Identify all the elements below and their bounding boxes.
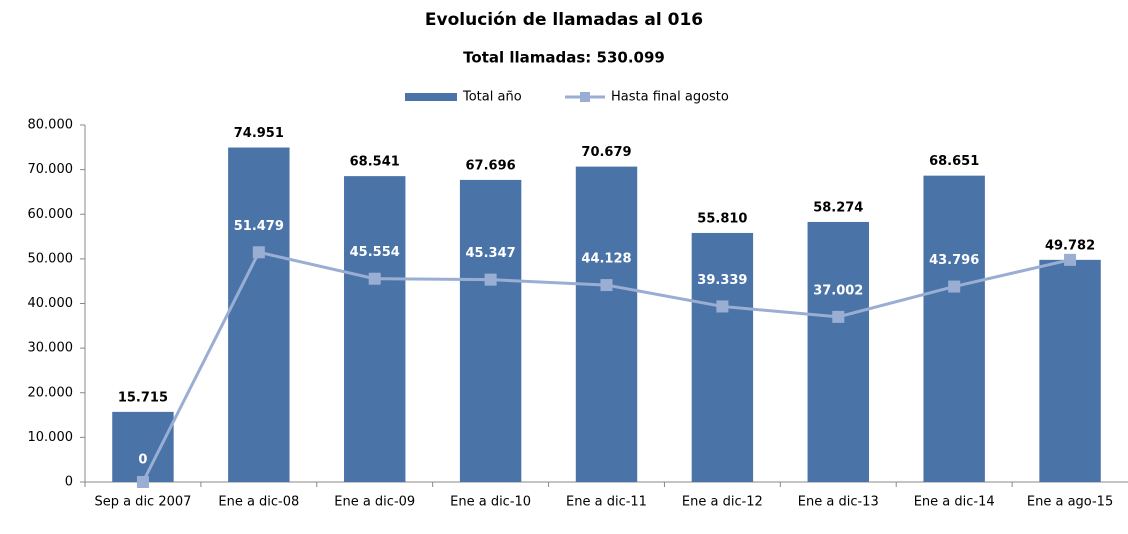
line-value-label: 39.339	[697, 273, 747, 288]
bar-value-label: 15.715	[118, 390, 168, 405]
line-marker	[484, 273, 497, 286]
bar	[923, 175, 985, 483]
line-marker	[252, 246, 265, 259]
legend-swatch	[405, 93, 457, 101]
x-tick-label: Ene a dic-08	[218, 495, 299, 510]
bar	[112, 411, 174, 482]
bar-value-label: 67.696	[466, 158, 516, 173]
line-value-label: 51.479	[234, 219, 284, 234]
bar	[1039, 259, 1101, 482]
bar-value-label: 58.274	[813, 200, 863, 215]
chart-title: Evolución de llamadas al 016	[425, 10, 703, 30]
y-tick-label: 20.000	[28, 385, 74, 400]
x-tick-label: Ene a dic-11	[566, 495, 647, 510]
line-marker	[1064, 253, 1077, 266]
bar	[228, 147, 290, 482]
line-value-label: 45.554	[350, 245, 400, 260]
legend-swatch	[580, 92, 590, 102]
y-tick-label: 80.000	[28, 118, 74, 133]
y-tick-label: 10.000	[28, 430, 74, 445]
line-marker	[600, 279, 613, 292]
x-tick-label: Ene a dic-10	[450, 495, 531, 510]
line-marker	[368, 272, 381, 285]
legend-label: Hasta final agosto	[611, 90, 729, 105]
x-tick-label: Ene a dic-12	[682, 495, 763, 510]
y-tick-label: 40.000	[28, 296, 74, 311]
y-tick-label: 50.000	[28, 251, 74, 266]
line-value-label: 0	[138, 453, 147, 468]
line-value-label: 44.128	[581, 252, 631, 267]
line-marker	[832, 310, 845, 323]
bar-value-label: 68.541	[350, 155, 400, 170]
bar-value-label: 55.810	[697, 211, 747, 226]
bar-value-label: 68.651	[929, 154, 979, 169]
line-marker	[136, 476, 149, 488]
bar	[344, 176, 406, 482]
bar	[459, 179, 522, 482]
bar	[807, 221, 869, 482]
bar-value-label: 49.782	[1045, 238, 1095, 253]
x-tick-label: Ene a dic-09	[334, 495, 415, 510]
x-tick-label: Ene a dic-14	[914, 495, 995, 510]
y-tick-label: 0	[65, 475, 73, 490]
y-tick-label: 30.000	[28, 341, 74, 356]
legend-label: Total año	[462, 90, 522, 105]
line-marker	[948, 280, 961, 293]
y-tick-label: 60.000	[28, 207, 74, 222]
line-value-label: 43.796	[929, 253, 979, 268]
y-tick-label: 70.000	[28, 162, 74, 177]
x-tick-label: Ene a ago-15	[1027, 495, 1113, 510]
line-value-label: 45.347	[466, 246, 516, 261]
bar	[575, 166, 638, 482]
line-marker	[716, 300, 729, 313]
chart-subtitle: Total llamadas: 530.099	[463, 49, 665, 67]
bar-value-label: 74.951	[234, 126, 284, 141]
line-value-label: 37.002	[813, 283, 863, 298]
bar-value-label: 70.679	[581, 145, 631, 160]
x-tick-label: Ene a dic-13	[798, 495, 879, 510]
x-tick-label: Sep a dic 2007	[94, 495, 191, 510]
bar	[691, 232, 754, 482]
